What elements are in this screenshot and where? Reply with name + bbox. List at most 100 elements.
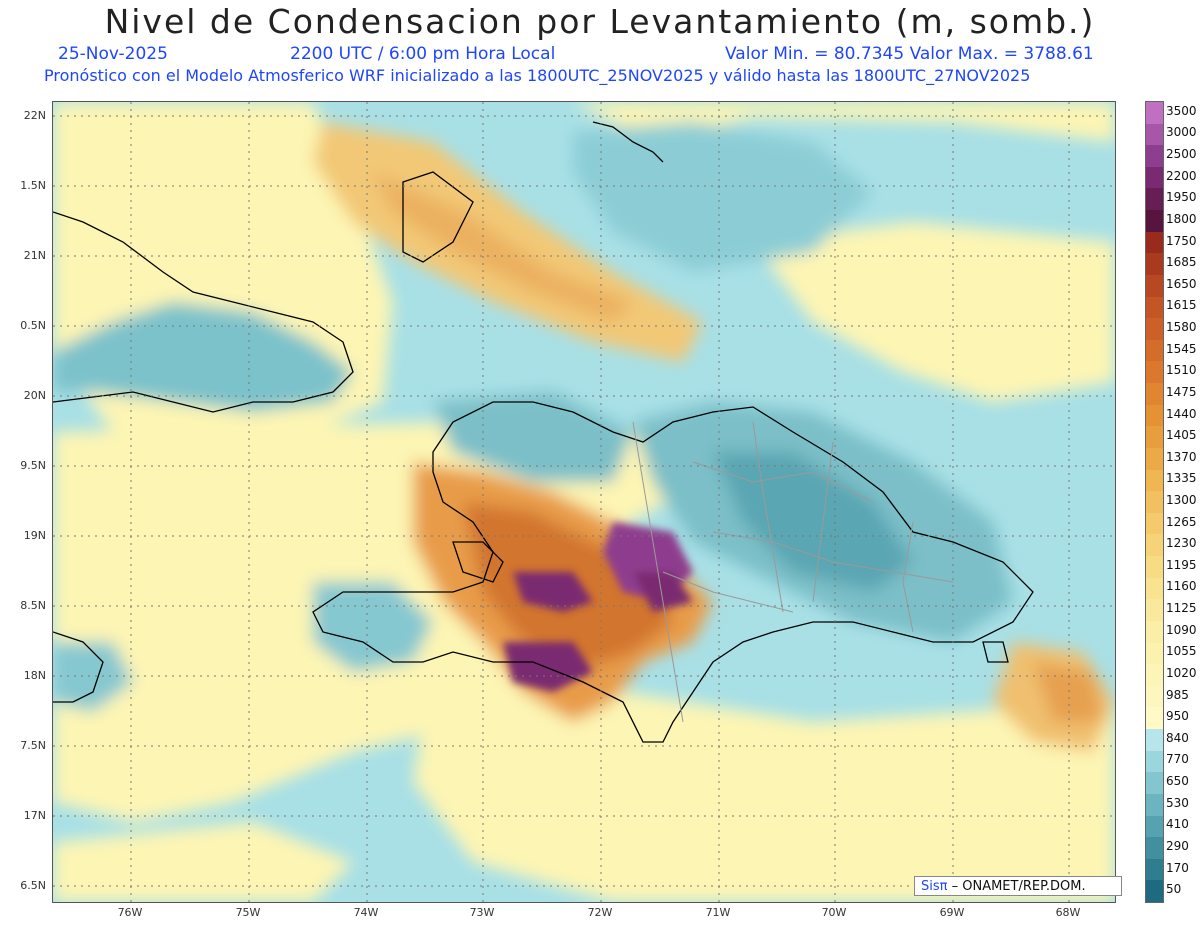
colorbar-level-label: 950 xyxy=(1166,709,1189,724)
colorbar-segment xyxy=(1146,620,1163,644)
colorbar-segment xyxy=(1146,145,1163,168)
map-panel xyxy=(52,101,1116,903)
colorbar-level-label: 1440 xyxy=(1166,406,1197,421)
colorbar-level-label: 1685 xyxy=(1166,255,1197,270)
date-label: 25-Nov-2025 xyxy=(58,44,168,64)
colorbar-segment xyxy=(1146,123,1163,146)
lon-tick-label: 72W xyxy=(587,906,613,919)
lat-tick-label: 9.5N xyxy=(20,459,46,472)
colorbar-level-label: 1545 xyxy=(1166,341,1197,356)
colorbar-segment xyxy=(1146,361,1163,384)
colorbar-level-label: 1750 xyxy=(1166,233,1197,248)
credit-box: Sisπ – ONAMET/REP.DOM. xyxy=(914,876,1122,896)
colorbar-segment xyxy=(1146,858,1163,881)
colorbar-level-label: 3000 xyxy=(1166,125,1197,140)
colorbar-level-label: 1300 xyxy=(1166,493,1197,507)
colorbar-level-label: 1020 xyxy=(1166,665,1197,680)
colorbar-segment xyxy=(1146,880,1163,903)
lat-tick-label: 18N xyxy=(23,669,46,682)
colorbar-level-label: 1405 xyxy=(1166,428,1197,443)
lat-tick-label: 8.5N xyxy=(20,599,46,612)
colorbar-segment xyxy=(1146,837,1163,860)
colorbar-level-label: 840 xyxy=(1166,730,1189,745)
forecast-note: Pronóstico con el Modelo Atmosferico WRF… xyxy=(44,66,1031,85)
colorbar-segment xyxy=(1146,642,1163,665)
colorbar-level-label: 650 xyxy=(1166,774,1189,789)
colorbar-level-label: 2200 xyxy=(1166,168,1197,183)
colorbar-segment xyxy=(1146,447,1163,471)
colorbar-level-label: 1195 xyxy=(1166,557,1197,572)
colorbar-segment xyxy=(1146,772,1163,795)
colorbar-segment xyxy=(1146,166,1163,189)
colorbar-level-label: 1650 xyxy=(1166,276,1197,291)
lon-tick-label: 74W xyxy=(353,906,379,919)
colorbar-level-label: 1055 xyxy=(1166,644,1197,659)
colorbar-level-label: 1125 xyxy=(1166,601,1197,616)
colorbar-level-label: 1800 xyxy=(1166,211,1197,226)
colorbar-level-label: 1370 xyxy=(1166,449,1197,464)
colorbar-segment xyxy=(1146,512,1163,535)
colorbar-level-label: 1335 xyxy=(1166,471,1197,486)
colorbar-level-label: 1090 xyxy=(1166,622,1197,637)
colorbar-segment xyxy=(1146,685,1163,708)
lat-tick-label: 21N xyxy=(23,249,46,262)
colorbar-segment xyxy=(1146,404,1163,427)
colorbar-segment xyxy=(1146,556,1163,579)
lon-tick-label: 71W xyxy=(705,906,731,919)
time-label: 2200 UTC / 6:00 pm Hora Local xyxy=(290,44,556,64)
value-range-label: Valor Min. = 80.7345 Valor Max. = 3788.6… xyxy=(725,44,1094,64)
lon-tick-label: 73W xyxy=(469,906,495,919)
lat-tick-label: 20N xyxy=(23,389,46,402)
lon-tick-label: 68W xyxy=(1055,906,1081,919)
colorbar-level-label: 50 xyxy=(1166,882,1182,897)
colorbar-segment xyxy=(1146,426,1163,449)
lon-tick-label: 70W xyxy=(821,906,847,919)
colorbar-segment xyxy=(1146,318,1163,341)
colorbar-level-label: 1160 xyxy=(1166,579,1197,594)
colorbar-segment xyxy=(1146,750,1163,773)
colorbar-level-label: 1475 xyxy=(1166,384,1197,399)
colorbar xyxy=(1145,101,1164,903)
colorbar-segment xyxy=(1146,253,1163,276)
colorbar-level-label: 1950 xyxy=(1166,190,1197,205)
colorbar-level-label: 985 xyxy=(1166,687,1189,702)
colorbar-segment xyxy=(1146,534,1163,557)
colorbar-segment xyxy=(1146,599,1163,622)
colorbar-segment xyxy=(1146,469,1163,492)
colorbar-segment xyxy=(1146,231,1163,254)
colorbar-segment xyxy=(1146,383,1163,406)
colorbar-segment xyxy=(1146,793,1163,816)
colorbar-segment xyxy=(1146,210,1163,233)
credit-text: – ONAMET/REP.DOM. xyxy=(951,879,1086,894)
colorbar-segment xyxy=(1146,577,1163,600)
colorbar-segment xyxy=(1146,188,1163,211)
lat-tick-label: 17N xyxy=(23,809,46,822)
lon-tick-label: 76W xyxy=(117,906,143,919)
colorbar-level-label: 290 xyxy=(1166,838,1189,853)
colorbar-level-label: 170 xyxy=(1166,860,1189,875)
lat-tick-label: 19N xyxy=(23,529,46,542)
lat-tick-label: 0.5N xyxy=(20,319,46,332)
colorbar-segment xyxy=(1146,491,1163,514)
colorbar-level-label: 770 xyxy=(1166,752,1189,767)
lat-tick-label: 7.5N xyxy=(20,739,46,752)
lat-tick-label: 1.5N xyxy=(20,179,46,192)
colorbar-segment xyxy=(1146,707,1163,730)
credit-brand: Sisπ xyxy=(921,879,948,894)
colorbar-segment xyxy=(1146,664,1163,687)
lat-tick-label: 6.5N xyxy=(20,879,46,892)
lcl-field-map xyxy=(53,102,1115,902)
colorbar-level-label: 1230 xyxy=(1166,536,1197,551)
colorbar-level-label: 1510 xyxy=(1166,363,1197,378)
lon-tick-label: 69W xyxy=(939,906,965,919)
colorbar-segment xyxy=(1146,296,1163,319)
colorbar-segment xyxy=(1146,729,1163,752)
colorbar-level-label: 1615 xyxy=(1166,298,1197,313)
colorbar-segment xyxy=(1146,339,1163,362)
colorbar-level-label: 410 xyxy=(1166,817,1189,832)
colorbar-level-label: 3500 xyxy=(1166,103,1197,118)
colorbar-segment xyxy=(1146,815,1163,838)
chart-title: Nivel de Condensacion por Levantamiento … xyxy=(104,2,1096,41)
colorbar-level-label: 2500 xyxy=(1166,147,1197,162)
lon-tick-label: 75W xyxy=(235,906,261,919)
